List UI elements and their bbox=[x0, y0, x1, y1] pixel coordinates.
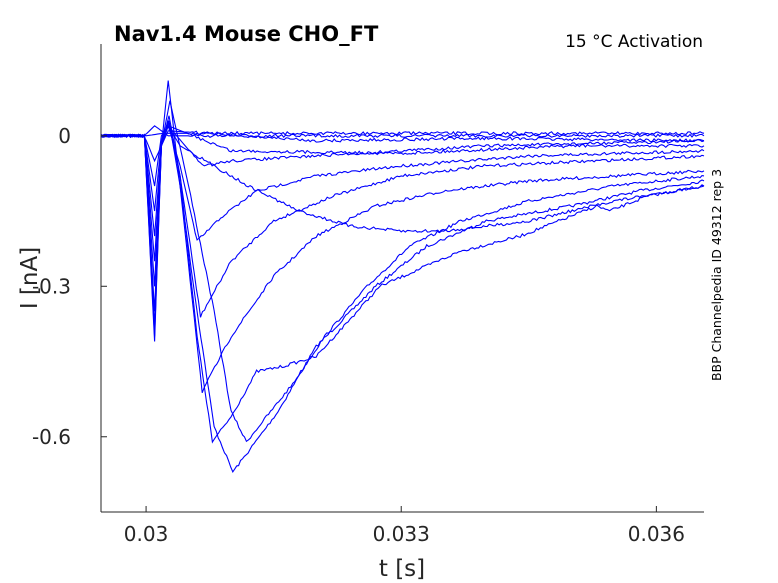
condition-annotation: 15 °C Activation bbox=[565, 32, 703, 52]
current-trace-trace-7 bbox=[100, 124, 705, 237]
x-tick-label: 0.036 bbox=[628, 522, 685, 546]
source-label: BBP Channelpedia ID 49312 rep 3 bbox=[709, 169, 724, 381]
current-trace-trace-8 bbox=[100, 124, 705, 212]
axis-ticks: 0.03 0.033 0.036 0 -0.3 -0.6 bbox=[32, 124, 685, 546]
current-trace-trace-5 bbox=[100, 120, 705, 318]
chart-title: Nav1.4 Mouse CHO_FT bbox=[114, 22, 379, 46]
x-axis-label: t [s] bbox=[379, 556, 425, 582]
current-trace-trace-6 bbox=[100, 123, 705, 262]
y-tick-label: -0.6 bbox=[32, 425, 71, 449]
y-tick-label: -0.3 bbox=[32, 274, 71, 298]
x-tick-label: 0.033 bbox=[373, 522, 430, 546]
traces bbox=[100, 80, 705, 474]
y-tick-label: 0 bbox=[58, 124, 71, 148]
current-trace-trace-12 bbox=[100, 130, 705, 138]
current-trace-trace-1 bbox=[100, 80, 705, 474]
current-trace-trace-11 bbox=[100, 125, 705, 139]
current-trace-trace-2 bbox=[100, 100, 705, 443]
x-tick-label: 0.03 bbox=[124, 522, 169, 546]
current-trace-trace-9 bbox=[100, 125, 705, 187]
current-trace-trace-3 bbox=[100, 115, 705, 444]
current-trace-trace-4 bbox=[100, 120, 705, 393]
y-axis-label: I [nA] bbox=[17, 247, 43, 309]
